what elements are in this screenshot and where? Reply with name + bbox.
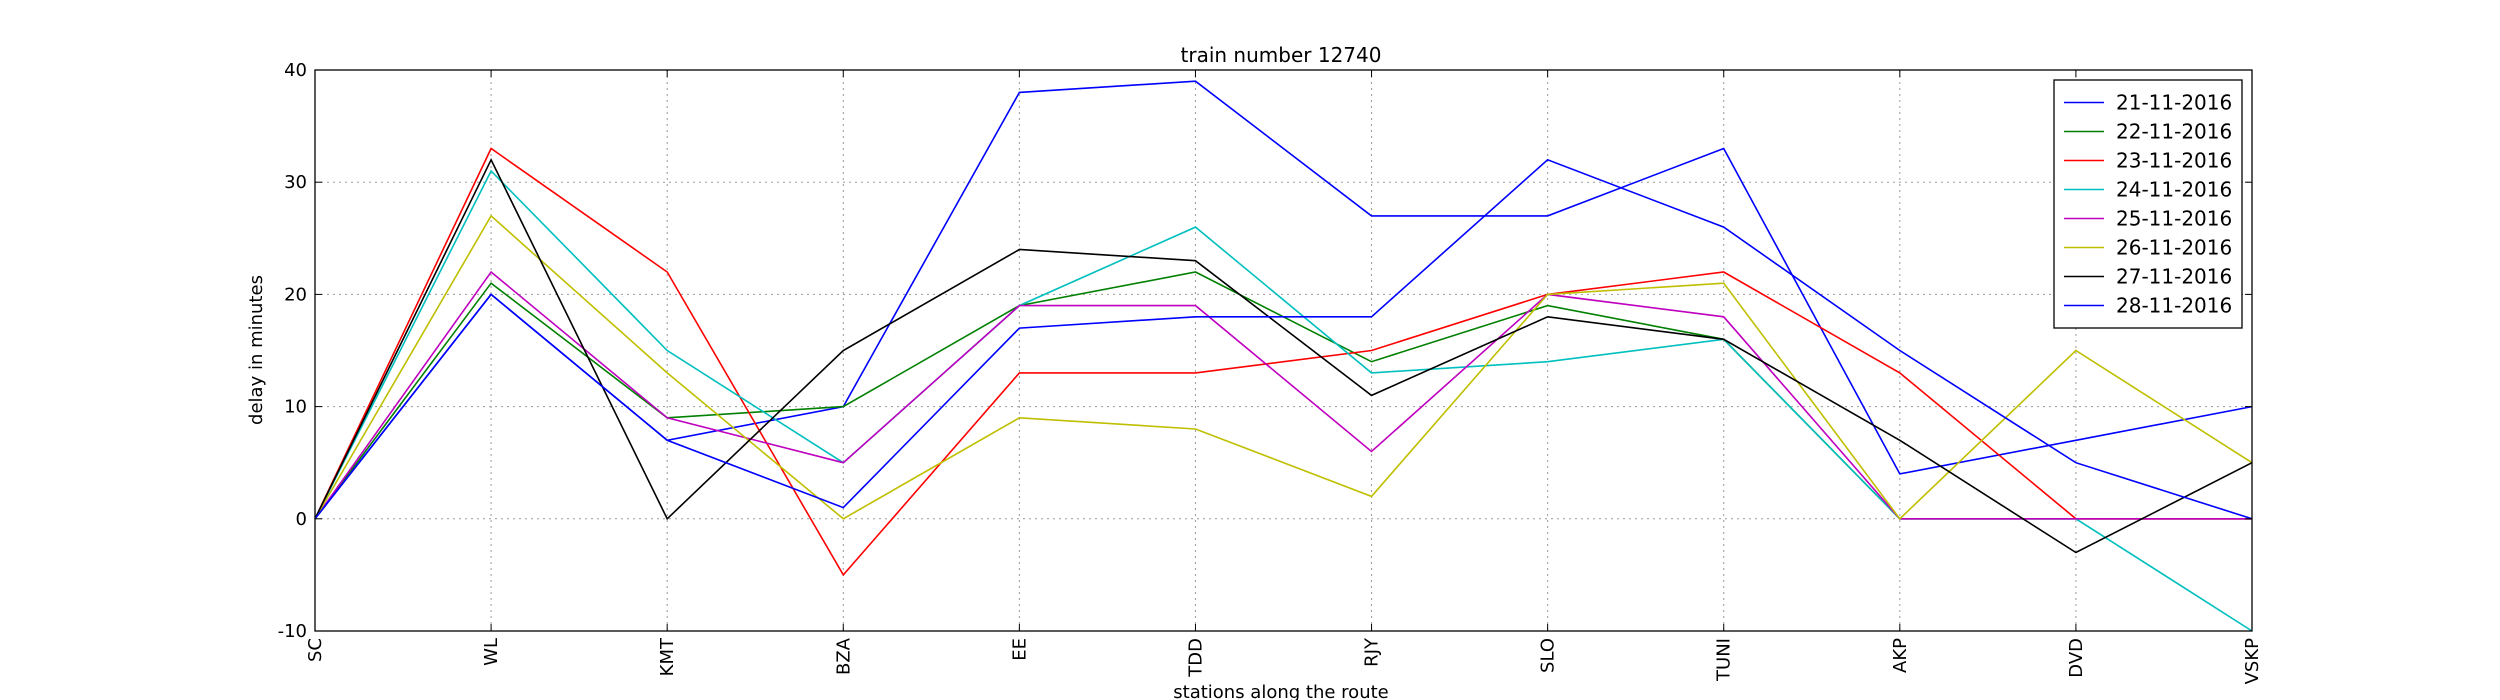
x-tick-label: VSKP (2242, 638, 2263, 685)
x-tick-label: EE (1009, 638, 1030, 661)
y-tick-label: 40 (284, 60, 307, 81)
grid-lines (315, 70, 2252, 631)
x-tick-label: TDD (1185, 638, 1206, 678)
legend-label: 23-11-2016 (2116, 149, 2232, 173)
x-axis-label: stations along the route (1173, 682, 1388, 700)
series-line-23-11-2016 (314, 147, 2252, 577)
plot-area-frame (314, 69, 2253, 632)
series-line-22-11-2016 (314, 271, 2252, 520)
legend-box (2053, 79, 2243, 329)
x-tick-label: DVD (2066, 638, 2087, 678)
y-tick-label: 20 (284, 284, 307, 305)
chart-title: train number 12740 (1181, 43, 1382, 67)
series-lines (314, 80, 2253, 632)
y-tick-label: 30 (284, 172, 307, 193)
y-tick-label: 10 (284, 397, 307, 418)
legend: 21-11-2016 22-11-2016 23-11-2016 24-11-2016… (2053, 79, 2243, 329)
series-line-27-11-2016 (314, 157, 2253, 554)
legend-label: 24-11-2016 (2116, 178, 2232, 202)
series-line-26-11-2016 (314, 214, 2253, 521)
y-tick-label: 0 (296, 509, 307, 530)
series-line-24-11-2016 (314, 169, 2253, 632)
x-tick-label: RJY (1362, 637, 1383, 667)
legend-label: 22-11-2016 (2116, 120, 2232, 144)
axis-ticks: SC WL KMT BZA EE TDD RJY SLO TUNI AKP DVD VSKP -10 0 1… (278, 60, 2263, 684)
legend-label: 21-11-2016 (2116, 91, 2232, 115)
x-tick-label: KMT (657, 637, 678, 676)
x-tick-label: WL (481, 638, 502, 666)
x-tick-label: SLO (1538, 638, 1559, 673)
legend-label: 28-11-2016 (2116, 294, 2232, 318)
series-line-25-11-2016 (314, 270, 2252, 520)
x-tick-label: BZA (833, 637, 854, 675)
legend-label: 25-11-2016 (2116, 207, 2232, 231)
legend-label: 27-11-2016 (2116, 265, 2232, 289)
series-line-28-11-2016 (314, 158, 2253, 520)
y-axis-label: delay in minutes (246, 275, 267, 425)
y-tick-label: -10 (278, 621, 307, 642)
x-tick-label: TUNI (1714, 638, 1735, 682)
x-tick-label: SC (305, 638, 326, 662)
x-tick-label: AKP (1890, 638, 1911, 673)
legend-label: 26-11-2016 (2116, 236, 2232, 260)
